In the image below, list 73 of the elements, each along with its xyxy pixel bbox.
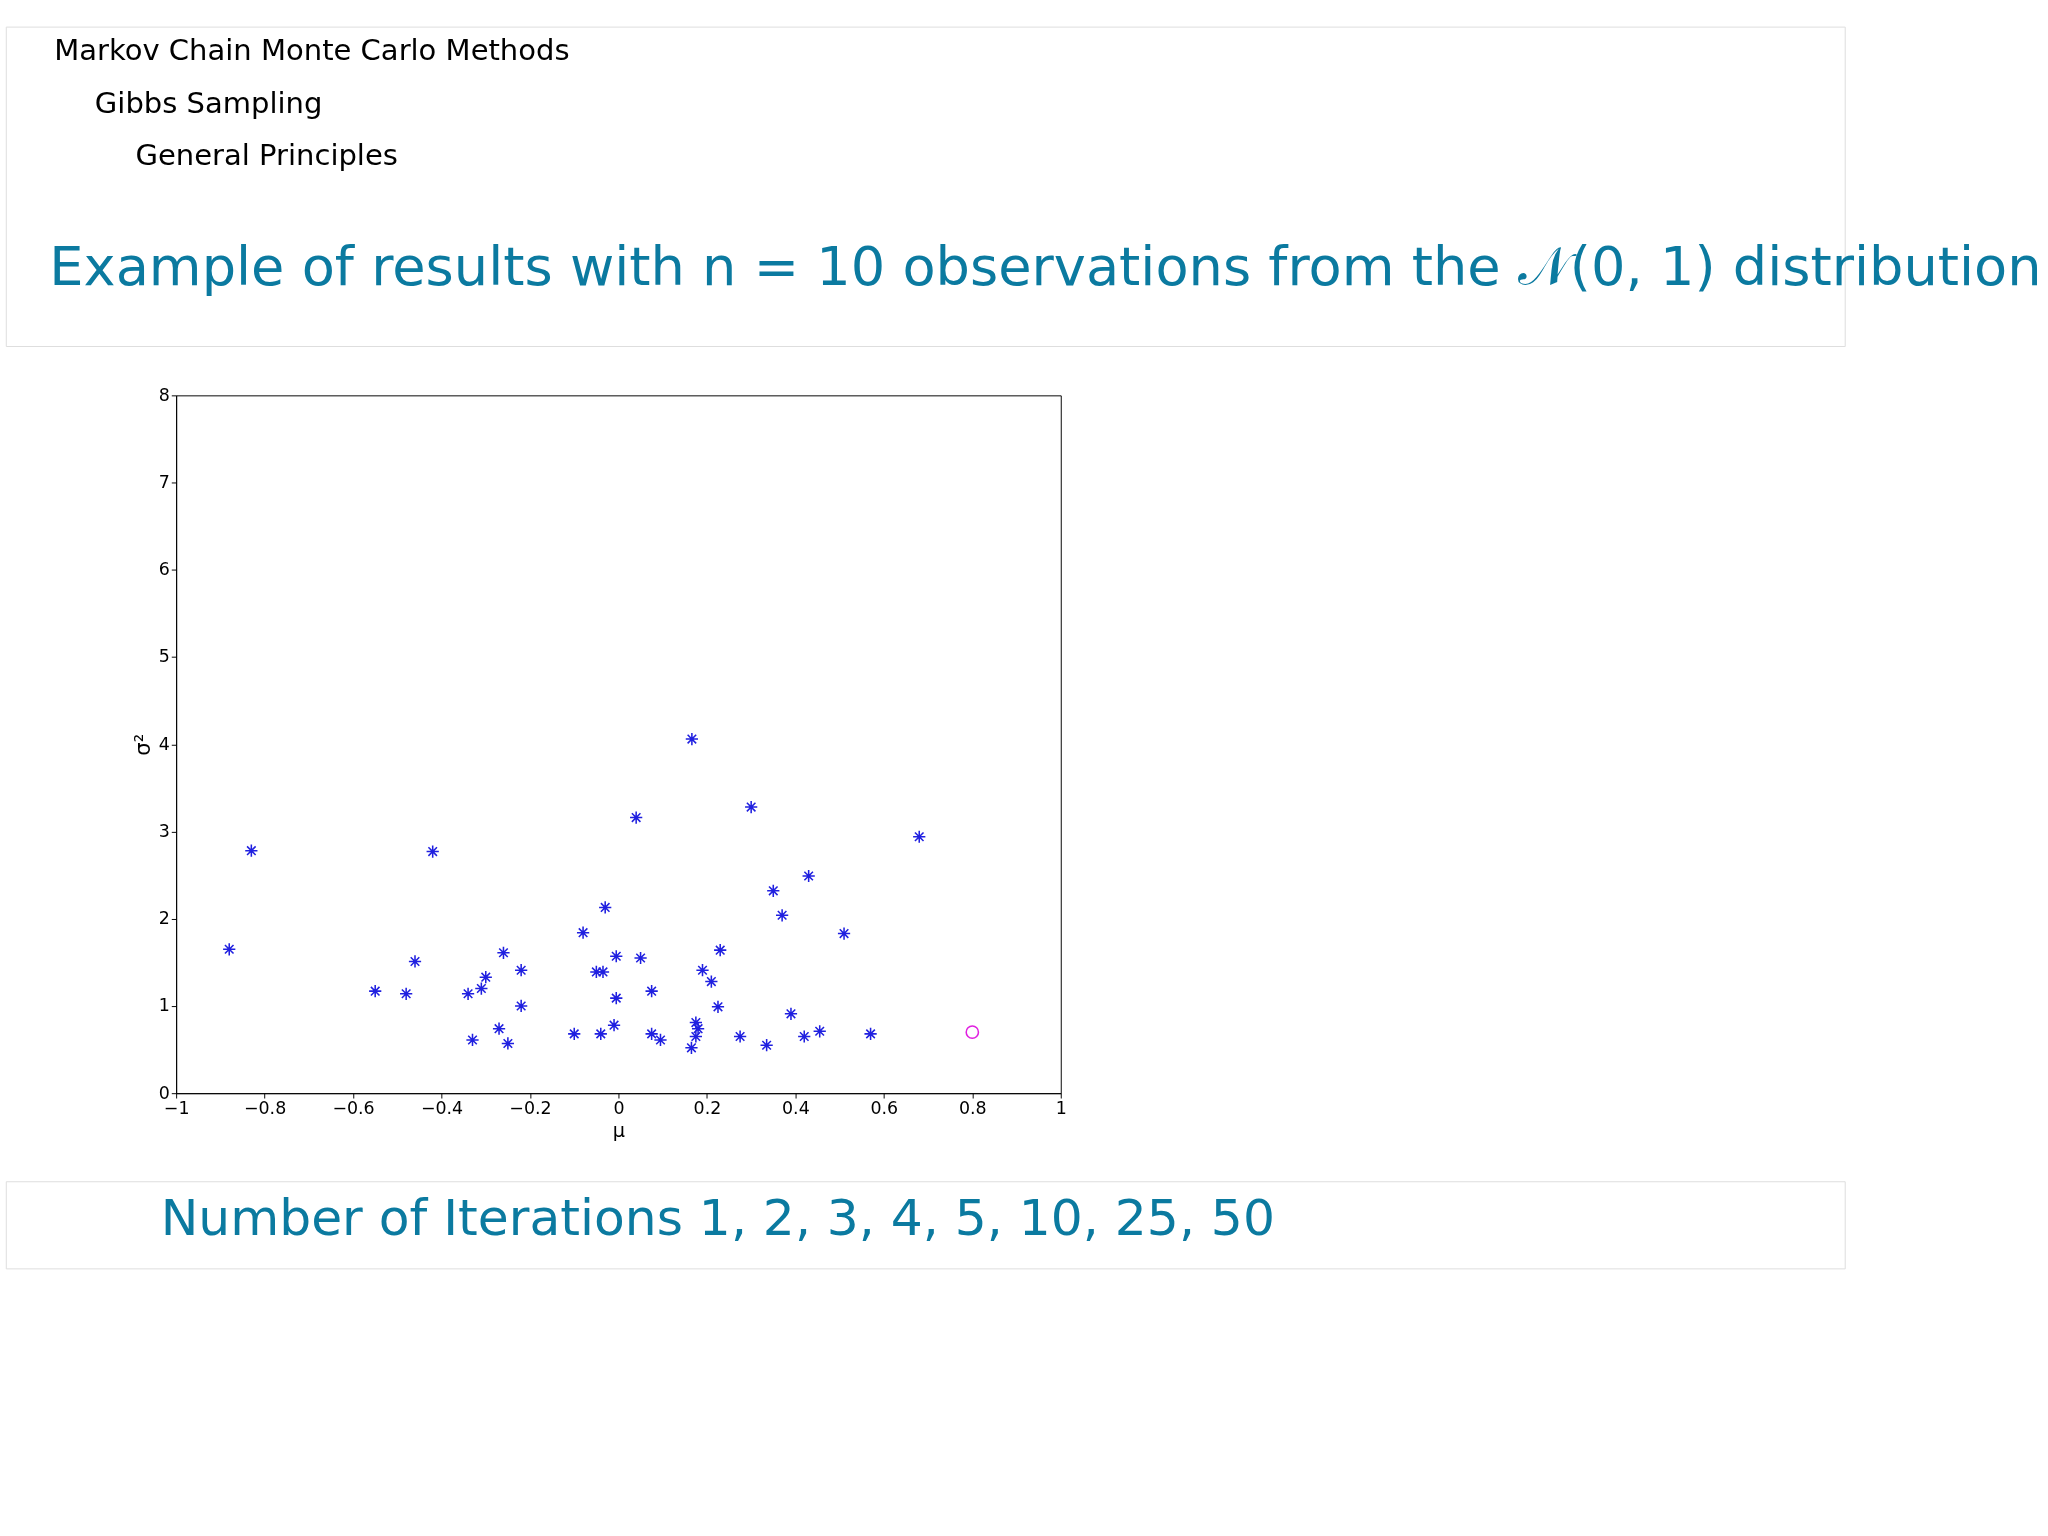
point — [912, 829, 927, 844]
x-axis-title: μ — [612, 1119, 626, 1143]
point — [711, 999, 725, 1014]
text: Number of Iterations 1, 2, 3, 4, 5, 10, 25, 50 — [160, 1188, 1275, 1248]
y-tick-label: 4 — [158, 733, 170, 754]
point — [222, 942, 237, 957]
point — [425, 844, 440, 859]
x-tick-label: −0.8 — [243, 1098, 287, 1119]
point — [492, 1021, 506, 1036]
point — [691, 1021, 705, 1036]
point — [496, 945, 511, 960]
point — [596, 965, 610, 979]
point — [759, 1038, 774, 1053]
point — [784, 1006, 798, 1021]
point — [688, 1029, 703, 1044]
y-tick-label: 5 — [158, 646, 170, 667]
point — [478, 970, 493, 985]
point — [567, 1026, 582, 1041]
point — [704, 974, 719, 989]
point — [576, 925, 590, 940]
point — [629, 810, 644, 825]
y-tick-label: 1 — [158, 995, 170, 1016]
x-tick-label: −0.4 — [420, 1098, 464, 1119]
point — [775, 908, 790, 923]
point — [695, 963, 710, 978]
x-tick-label: 0.2 — [693, 1098, 722, 1119]
point — [684, 732, 699, 746]
y-tick-label: 7 — [158, 471, 170, 492]
text: Gibbs Sampling — [94, 85, 323, 120]
point — [684, 1040, 699, 1055]
point — [633, 951, 648, 965]
point — [733, 1029, 747, 1044]
y-axis-title: σ² — [130, 733, 156, 756]
y-tick-label: 2 — [158, 908, 170, 929]
point — [514, 999, 529, 1013]
point — [713, 943, 728, 958]
point — [607, 1018, 621, 1033]
x-tick-label: 0.4 — [782, 1098, 810, 1119]
point — [863, 1026, 878, 1041]
point — [744, 800, 759, 814]
point — [797, 1029, 812, 1044]
point — [653, 1033, 668, 1047]
text: General Principles — [135, 138, 398, 173]
point — [465, 1033, 480, 1047]
point — [644, 1026, 659, 1041]
point — [801, 869, 816, 883]
x-tick-label: 0.8 — [958, 1098, 987, 1119]
y-tick-label: 3 — [158, 820, 170, 841]
point — [500, 1036, 515, 1051]
point — [688, 1015, 703, 1030]
point — [514, 963, 529, 978]
y-tick-label: 8 — [158, 384, 170, 405]
point — [609, 949, 624, 964]
point — [598, 900, 613, 915]
point — [593, 1026, 608, 1041]
x-tick-label: 0 — [613, 1098, 625, 1119]
point — [244, 843, 259, 858]
point — [812, 1024, 827, 1039]
point — [368, 984, 383, 999]
point — [644, 984, 659, 999]
point — [965, 1025, 980, 1040]
x-tick-label: −0.2 — [509, 1098, 552, 1119]
chart-title: Example of results with n = 10 observations from the 𝒩(0, 1) distribution — [49, 235, 2042, 299]
point — [399, 986, 414, 1001]
text: Markov Chain Monte Carlo Methods — [54, 33, 570, 68]
point — [837, 926, 851, 941]
point — [766, 883, 781, 898]
x-tick-label: −0.6 — [332, 1098, 375, 1119]
x-tick-label: 0.6 — [870, 1098, 899, 1119]
point — [609, 991, 624, 1006]
y-tick-label: 6 — [158, 559, 170, 580]
point — [408, 954, 422, 969]
x-tick-label: 1 — [1055, 1098, 1067, 1119]
